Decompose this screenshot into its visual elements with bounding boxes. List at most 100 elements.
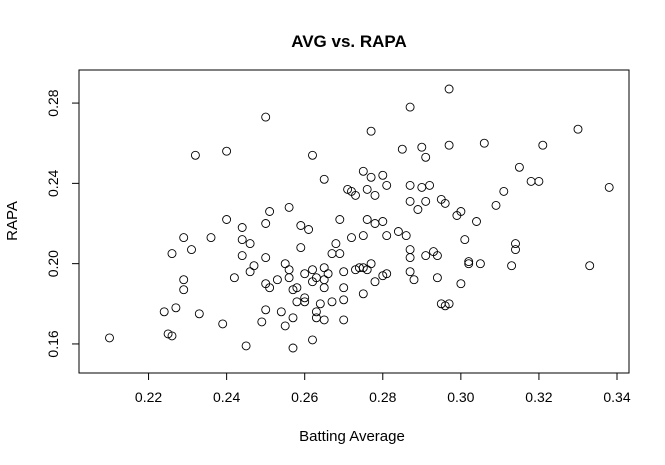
data-point — [245, 267, 255, 277]
x-axis: 0.22 0.24 0.26 0.28 0.30 0.32 0.34 — [135, 372, 631, 405]
data-point — [265, 207, 275, 216]
data-point — [514, 162, 524, 172]
data-point — [511, 245, 520, 255]
x-tick-label: 0.22 — [135, 389, 162, 405]
data-point — [585, 261, 595, 271]
data-point — [327, 297, 337, 307]
data-point — [300, 297, 310, 307]
data-point — [366, 259, 376, 269]
data-point — [237, 223, 247, 232]
data-point — [284, 265, 294, 275]
data-point — [440, 198, 450, 208]
data-point — [280, 259, 290, 269]
data-point — [362, 215, 372, 224]
data-point — [319, 315, 329, 325]
data-point — [218, 319, 228, 329]
data-point — [284, 202, 294, 212]
data-point — [538, 140, 548, 150]
data-point — [284, 273, 294, 283]
data-point — [237, 251, 247, 261]
data-point — [249, 261, 259, 271]
data-point — [432, 273, 442, 283]
data-point — [378, 170, 388, 180]
data-point — [167, 249, 177, 259]
data-point — [288, 313, 298, 323]
data-point — [358, 166, 368, 176]
data-point — [351, 190, 360, 200]
data-point — [534, 176, 544, 186]
data-point — [194, 309, 204, 319]
data-point — [311, 313, 321, 323]
plot-frame — [78, 69, 630, 374]
data-point — [417, 182, 427, 192]
data-point — [276, 307, 286, 317]
data-point — [491, 200, 501, 210]
data-point — [190, 150, 200, 160]
data-point — [401, 231, 411, 241]
x-tick-label: 0.34 — [603, 389, 630, 405]
data-point — [292, 297, 302, 307]
chart-title: AVG vs. RAPA — [291, 32, 407, 51]
data-point — [323, 269, 333, 279]
data-point — [296, 221, 306, 230]
data-point — [475, 259, 485, 269]
data-point — [179, 233, 189, 243]
data-point — [366, 126, 376, 136]
data-point — [261, 253, 271, 263]
data-point — [421, 196, 431, 206]
y-tick-label: 0.20 — [45, 250, 61, 277]
data-point — [222, 146, 232, 156]
data-point — [308, 150, 317, 160]
data-point — [315, 299, 325, 309]
y-tick-label: 0.28 — [45, 89, 61, 116]
data-point — [265, 283, 275, 293]
y-tick-label: 0.16 — [45, 330, 61, 357]
data-point — [444, 140, 454, 150]
data-point — [382, 231, 392, 241]
data-point — [604, 182, 614, 192]
data-point — [304, 225, 314, 234]
data-point — [300, 269, 310, 279]
data-point — [417, 142, 427, 152]
data-point — [444, 84, 454, 94]
data-point — [179, 275, 189, 285]
data-point — [370, 219, 380, 228]
data-point — [319, 174, 329, 184]
y-axis-label: RAPA — [4, 201, 21, 241]
x-tick-label: 0.24 — [213, 389, 240, 405]
data-point — [229, 273, 239, 283]
data-point — [339, 295, 349, 305]
data-point — [288, 343, 298, 353]
data-point — [421, 152, 431, 162]
data-point — [456, 279, 466, 289]
data-point — [362, 184, 372, 194]
data-point — [405, 253, 415, 263]
data-point — [171, 303, 181, 313]
data-point — [464, 257, 474, 267]
data-point — [296, 243, 306, 253]
x-tick-label: 0.26 — [291, 389, 318, 405]
data-point — [413, 205, 423, 214]
data-point — [206, 233, 216, 243]
data-point — [397, 144, 407, 154]
data-point — [272, 275, 282, 285]
data-point — [405, 102, 415, 112]
data-point — [382, 269, 392, 279]
data-point — [405, 267, 415, 277]
data-point — [347, 233, 356, 243]
data-point — [311, 307, 321, 317]
data-point — [245, 239, 255, 249]
data-point — [366, 172, 376, 182]
data-point — [292, 283, 302, 293]
data-point — [460, 235, 470, 245]
data-point — [472, 217, 481, 226]
data-point — [261, 305, 271, 315]
data-point — [409, 275, 419, 285]
data-point — [425, 180, 435, 190]
data-point — [222, 215, 232, 224]
data-point — [159, 307, 169, 317]
data-point — [499, 186, 509, 196]
data-points — [105, 84, 614, 353]
data-point — [237, 235, 247, 245]
data-point — [339, 267, 349, 277]
